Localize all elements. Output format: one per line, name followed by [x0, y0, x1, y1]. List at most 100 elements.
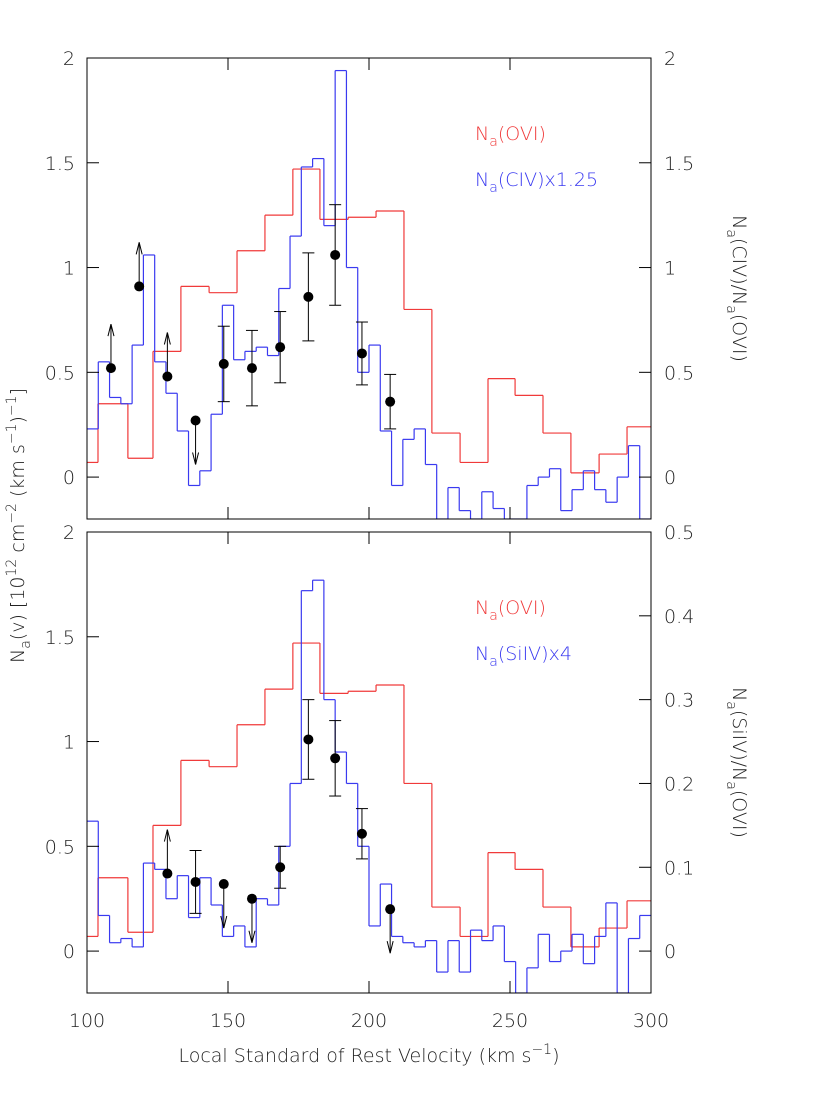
data-point [356, 828, 367, 839]
legend-entry-part: N [475, 169, 489, 191]
y-axis-label-part: ) [7, 416, 29, 423]
legend-entry: Na(OVI) [475, 597, 546, 624]
y-axis-label-part: −2 [4, 503, 20, 524]
y2-axis-label-part: (OVI) [728, 314, 750, 362]
y-axis-label-part: N [7, 649, 29, 663]
plot-area [87, 69, 651, 519]
y-tick-label: 1.5 [45, 627, 75, 649]
y2-tick-label: 1.5 [664, 153, 694, 175]
y2-tick-label: 0.2 [664, 773, 694, 795]
legend-entry-part: (SiIV)x4 [498, 643, 572, 665]
panel: Na(OVI)Na(CIV)x1.2500.511.5200.511.52Na(… [4, 48, 750, 663]
y2-axis-label-part: (OVI) [728, 790, 750, 838]
data-point [246, 893, 257, 904]
legend-entry-part: (CIV)x1.25 [498, 169, 598, 191]
x-tick-label: 300 [633, 1010, 669, 1032]
arrow-head [192, 452, 200, 465]
y2-axis-label-part: (SiIV)/N [728, 710, 750, 781]
y2-tick-label: 0.5 [664, 522, 694, 544]
legend-entry-part: a [489, 608, 498, 624]
y2-axis-label: Na(SiIV)/Na(OVI) [723, 687, 750, 838]
y2-tick-label: 0.5 [664, 362, 694, 384]
data-point [385, 396, 396, 407]
y2-axis-label-part: N [728, 215, 750, 229]
y2-tick-label: 0.4 [664, 606, 694, 628]
x-tick-label: 100 [69, 1010, 105, 1032]
legend-entry: Na(SiIV)x4 [475, 643, 572, 670]
arrow-head [107, 324, 115, 337]
data-point [303, 734, 314, 745]
legend-entry-part: (OVI) [498, 123, 546, 145]
data-point [162, 868, 173, 879]
x-axis-label: Local Standard of Rest Velocity (km s−1) [178, 1042, 559, 1067]
y-tick-label: 2 [63, 522, 75, 544]
x-axis-label-part: −1 [531, 1042, 552, 1058]
y-tick-label: 0 [63, 467, 75, 489]
y2-tick-label: 2 [664, 48, 676, 70]
y2-axis-label-part: a [723, 229, 739, 238]
y2-tick-label: 1 [664, 258, 676, 280]
y2-axis-label-part: (CIV)/N [728, 238, 750, 305]
arrow-head [248, 930, 256, 943]
y2-axis-label-part: a [723, 781, 739, 790]
y-tick-label: 0 [63, 941, 75, 963]
legend-entry-part: N [475, 597, 489, 619]
y2-tick-label: 0 [664, 941, 676, 963]
y-axis-label-part: (v) [10 [7, 576, 29, 640]
x-tick-label: 150 [210, 1010, 246, 1032]
legend-entry-part: a [489, 134, 498, 150]
data-point [218, 879, 229, 890]
data-point [246, 363, 257, 374]
y2-axis-label-part: a [723, 305, 739, 314]
x-axis-label-part: Local Standard of Rest Velocity (km s [178, 1045, 531, 1067]
x-axis-label-part: ) [552, 1045, 559, 1067]
data-point [356, 348, 367, 359]
arrow-head [386, 941, 394, 954]
x-tick-label: 200 [351, 1010, 387, 1032]
y-tick-label: 0.5 [45, 362, 75, 384]
legend-entry: Na(OVI) [475, 123, 546, 150]
legend-entry-part: (OVI) [498, 597, 546, 619]
y2-tick-label: 0 [664, 467, 676, 489]
data-point [218, 358, 229, 369]
y-tick-label: 1 [63, 732, 75, 754]
plot-frame [86, 57, 652, 520]
legend-entry-part: a [489, 180, 498, 196]
y-axis-label-part: −1 [4, 423, 20, 444]
data-point [105, 363, 116, 374]
data-point [162, 371, 173, 382]
data-point [275, 342, 286, 353]
x-tick-label: 250 [492, 1010, 528, 1032]
y-axis-label-part: 12 [4, 559, 20, 577]
y2-axis-label: Na(CIV)/Na(OVI) [723, 215, 750, 362]
plot-area [87, 579, 651, 993]
arrow-head [163, 829, 171, 842]
y2-tick-label: 0.1 [664, 857, 694, 879]
y-axis-label-part: ] [7, 388, 29, 395]
y-axis-label-part: a [18, 640, 34, 649]
data-point [385, 904, 396, 915]
y-tick-label: 1.5 [45, 153, 75, 175]
data-point [275, 862, 286, 873]
data-point [190, 415, 201, 426]
arrow-head [220, 915, 228, 929]
legend-entry-part: N [475, 643, 489, 665]
data-point [303, 291, 314, 302]
legend-entry: Na(CIV)x1.25 [475, 169, 598, 196]
y-tick-label: 1 [63, 258, 75, 280]
y2-tick-label: 0.3 [664, 690, 694, 712]
y2-axis-label-part: N [728, 687, 750, 701]
y-axis-label-part: cm [7, 524, 29, 559]
y-tick-label: 0.5 [45, 836, 75, 858]
y-axis-label: Na(v) [1012 cm−2 (km s−1)−1] [4, 388, 34, 663]
arrow-head [163, 332, 171, 345]
y2-axis-label-part: a [723, 701, 739, 710]
legend-entry-part: a [489, 654, 498, 670]
y-axis-label-part: −1 [4, 395, 20, 416]
data-point [330, 249, 341, 260]
data-point [134, 281, 145, 292]
y-tick-label: 2 [63, 48, 75, 70]
arrow-head [135, 242, 143, 255]
